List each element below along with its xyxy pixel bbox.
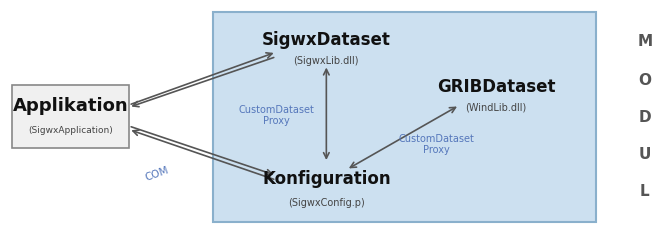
Text: GRIBDataset: GRIBDataset: [437, 78, 555, 96]
Text: CustomDataset
Proxy: CustomDataset Proxy: [238, 105, 314, 126]
Text: (SigwxLib.dll): (SigwxLib.dll): [294, 56, 359, 66]
Text: D: D: [639, 110, 651, 125]
Text: Konfiguration: Konfiguration: [262, 170, 391, 188]
FancyBboxPatch shape: [12, 85, 129, 148]
Text: CustomDataset
Proxy: CustomDataset Proxy: [398, 134, 474, 155]
Text: L: L: [640, 184, 649, 199]
Text: (SigwxConfig.p): (SigwxConfig.p): [288, 198, 365, 208]
Text: Applikation: Applikation: [13, 97, 129, 115]
Text: O: O: [638, 73, 651, 88]
Text: (WindLib.dll): (WindLib.dll): [466, 102, 527, 112]
Text: M: M: [637, 34, 652, 49]
Text: SigwxDataset: SigwxDataset: [262, 31, 391, 49]
Text: COM: COM: [143, 166, 170, 183]
Text: U: U: [639, 147, 651, 162]
FancyBboxPatch shape: [213, 12, 596, 222]
Text: (SigwxApplication): (SigwxApplication): [28, 126, 113, 135]
